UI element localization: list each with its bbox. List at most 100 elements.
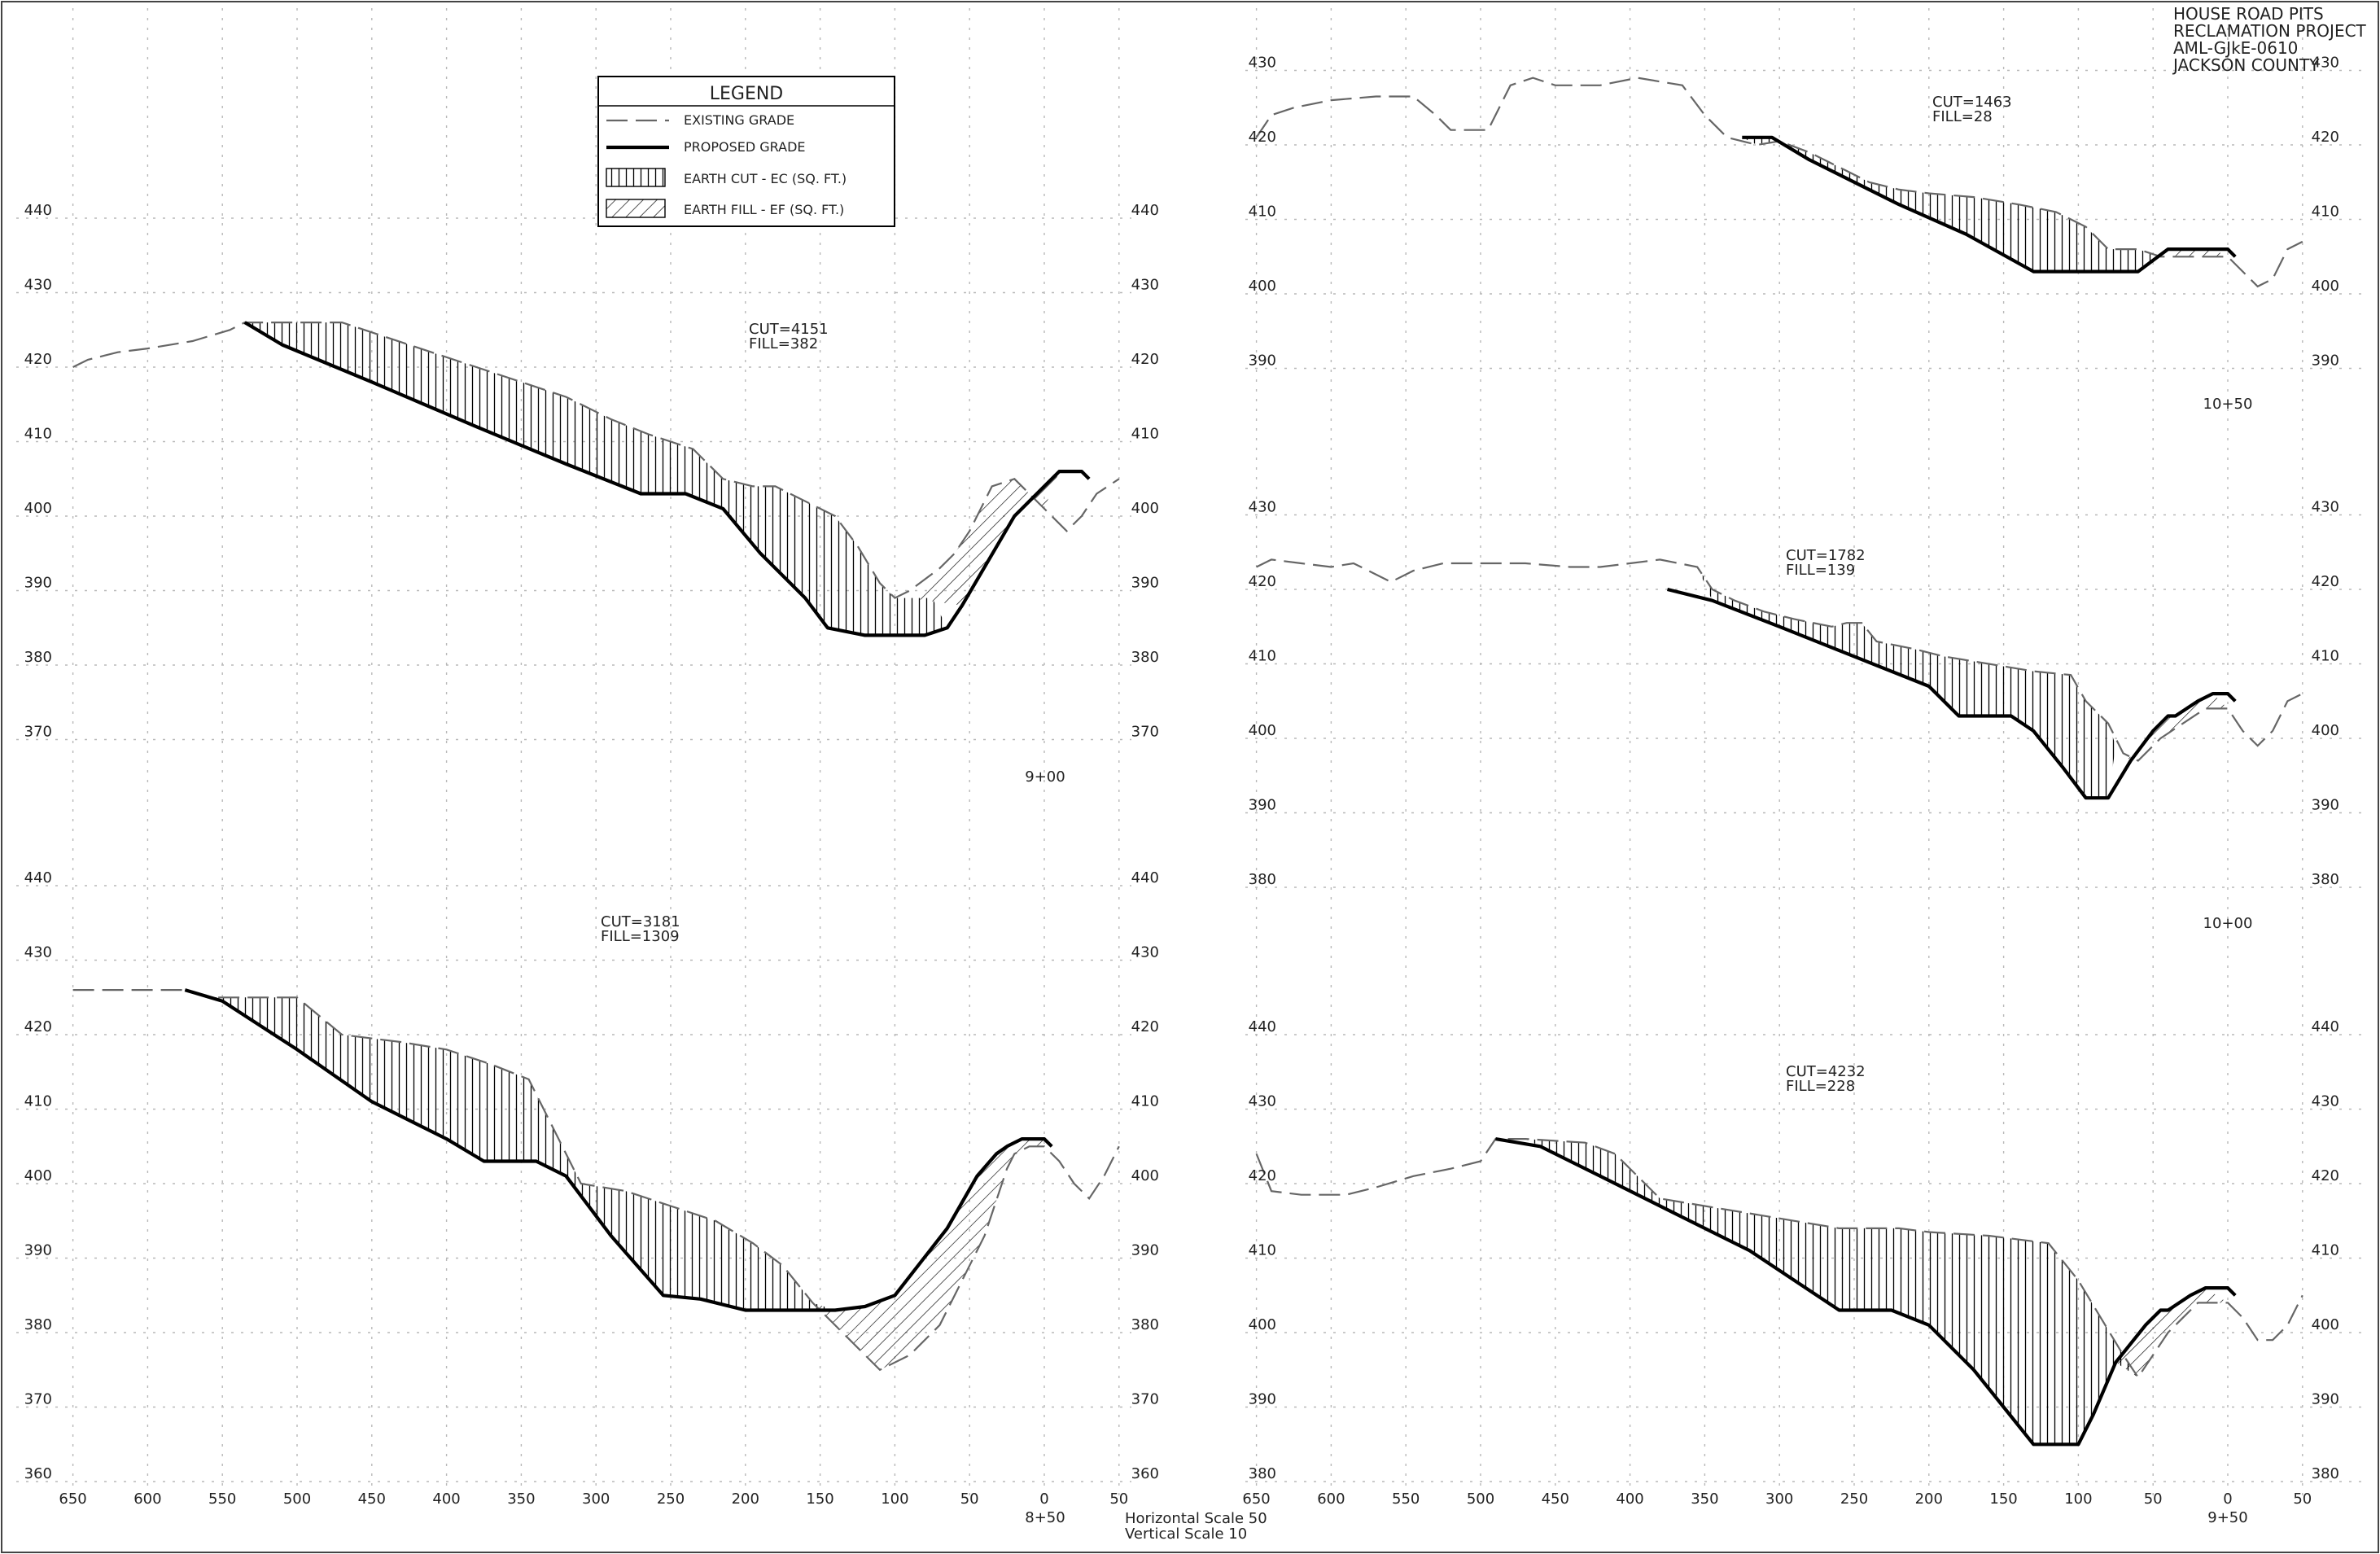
station-label: 10+00: [2203, 915, 2253, 932]
legend-fill-swatch: [606, 199, 666, 218]
elevation-label-right: 400: [2312, 1316, 2339, 1333]
offset-tick-label: 150: [1989, 1491, 2017, 1508]
elevation-label-right: 370: [1131, 1391, 1159, 1408]
elevation-label-right: 400: [1131, 1167, 1159, 1184]
offset-tick-label: 250: [1840, 1491, 1868, 1508]
earth-cut-area: [1525, 1139, 2138, 1445]
elevation-label-right: 370: [1131, 724, 1159, 741]
offset-tick-label: 0: [2223, 1491, 2232, 1508]
elevation-label-left: 400: [24, 500, 52, 517]
elevation-label-right: 430: [2312, 1093, 2339, 1110]
elevation-label-right: 400: [2312, 722, 2339, 739]
existing-grade-line: [1256, 558, 2303, 762]
elevation-label-left: 420: [1249, 129, 1276, 146]
elevation-label-right: 360: [1131, 1465, 1159, 1482]
elevation-label-left: 360: [24, 1465, 52, 1482]
offset-tick-label: 100: [881, 1491, 908, 1508]
offset-tick-label: 50: [1109, 1491, 1128, 1508]
horizontal-scale-note: Horizontal Scale 50: [1125, 1510, 1267, 1527]
elevation-label-right: 420: [2312, 573, 2339, 590]
elevation-label-left: 400: [1249, 722, 1276, 739]
elevation-label-right: 430: [1131, 944, 1159, 961]
earth-cut-area: [1742, 137, 2168, 272]
offset-tick-label: 500: [1467, 1491, 1494, 1508]
elevation-label-right: 430: [1131, 277, 1159, 294]
elevation-label-left: 370: [24, 724, 52, 741]
elevation-label-left: 390: [1249, 797, 1276, 814]
offset-tick-label: 200: [732, 1491, 759, 1508]
cut-quantity-label: CUT=4232: [1786, 1063, 1866, 1080]
cut-quantity-label: CUT=1463: [1932, 94, 2012, 111]
offset-tick-label: 400: [1616, 1491, 1643, 1508]
offset-tick-label: 150: [806, 1491, 833, 1508]
earth-cut-area: [244, 322, 947, 636]
earth-fill-area: [2168, 249, 2228, 257]
offset-tick-label: 350: [507, 1491, 535, 1508]
elevation-label-left: 440: [24, 869, 52, 886]
proposed-grade-line: [1742, 135, 2237, 274]
offset-tick-label: 600: [1317, 1491, 1345, 1508]
vertical-scale-note: Vertical Scale 10: [1125, 1526, 1247, 1543]
elevation-label-right: 380: [1131, 1316, 1159, 1333]
elevation-label-left: 430: [24, 277, 52, 294]
elevation-label-left: 420: [24, 1018, 52, 1035]
elevation-label-right: 420: [2312, 129, 2339, 146]
offset-tick-label: 550: [208, 1491, 236, 1508]
legend: LEGEND EXISTING GRADE PROPOSED GRADE EAR…: [597, 76, 895, 227]
elevation-label-right: 440: [1131, 202, 1159, 219]
elevation-label-left: 420: [24, 351, 52, 368]
offset-tick-label: 250: [657, 1491, 685, 1508]
legend-cut-label: EARTH CUT - EC (SQ. FT.): [684, 171, 847, 186]
cut-quantity-label: CUT=4151: [749, 321, 829, 338]
earth-cut-area: [207, 997, 836, 1311]
fill-quantity-label: FILL=28: [1932, 108, 1993, 125]
station-label: 10+50: [2203, 396, 2253, 413]
offset-tick-label: 50: [2144, 1491, 2163, 1508]
elevation-label-right: 410: [2312, 648, 2339, 665]
elevation-label-right: 420: [1131, 351, 1159, 368]
title-line-2: RECLAMATION PROJECT: [2173, 21, 2367, 41]
sections-layer: [72, 77, 2303, 1447]
elevation-label-left: 400: [1249, 1316, 1276, 1333]
offset-tick-label: 50: [960, 1491, 979, 1508]
elevation-label-left: 440: [24, 202, 52, 219]
offset-tick-label: 100: [2064, 1491, 2092, 1508]
offset-tick-label: 600: [133, 1491, 161, 1508]
title-line-3: AML-GJkE-0610: [2173, 38, 2298, 58]
station-label: 9+50: [2207, 1509, 2247, 1526]
elevation-label-left: 410: [1249, 1242, 1276, 1259]
elevation-label-right: 380: [1131, 649, 1159, 666]
legend-cut-swatch: [606, 168, 666, 187]
proposed-grade-line: [243, 321, 1091, 637]
labels-layer: 440 440 430 430 420 420 410 410 400 400 390 390 380 3…: [24, 55, 2339, 1527]
fill-quantity-label: FILL=382: [749, 335, 818, 352]
elevation-label-right: 390: [2312, 797, 2339, 814]
elevation-label-left: 390: [1249, 1391, 1276, 1408]
legend-existing-label: EXISTING GRADE: [684, 112, 794, 128]
elevation-label-left: 400: [24, 1167, 52, 1184]
earth-fill-area: [2115, 1288, 2228, 1377]
fill-quantity-label: FILL=139: [1786, 562, 1855, 579]
offset-tick-label: 650: [59, 1491, 86, 1508]
title-line-1: HOUSE ROAD PITS: [2173, 4, 2324, 24]
elevation-label-left: 390: [24, 575, 52, 592]
elevation-label-left: 410: [1249, 648, 1276, 665]
elevation-label-left: 380: [1249, 871, 1276, 888]
elevation-label-left: 410: [1249, 204, 1276, 221]
elevation-label-right: 410: [2312, 1242, 2339, 1259]
elevation-label-right: 440: [2312, 1018, 2339, 1035]
elevation-label-right: 430: [2312, 55, 2339, 72]
elevation-label-right: 390: [2312, 352, 2339, 370]
earth-fill-area: [909, 471, 1060, 606]
existing-grade-line: [1255, 1138, 2303, 1379]
offset-tick-label: 450: [358, 1491, 386, 1508]
elevation-label-left: 440: [1249, 1018, 1276, 1035]
offset-tick-label: 200: [1915, 1491, 1943, 1508]
earth-fill-area: [2123, 694, 2228, 761]
elevation-label-right: 390: [1131, 575, 1159, 592]
offset-tick-label: 300: [1765, 1491, 1793, 1508]
elevation-label-right: 390: [2312, 1391, 2339, 1408]
proposed-grade-line: [1666, 587, 2237, 800]
offset-tick-label: 350: [1691, 1491, 1718, 1508]
